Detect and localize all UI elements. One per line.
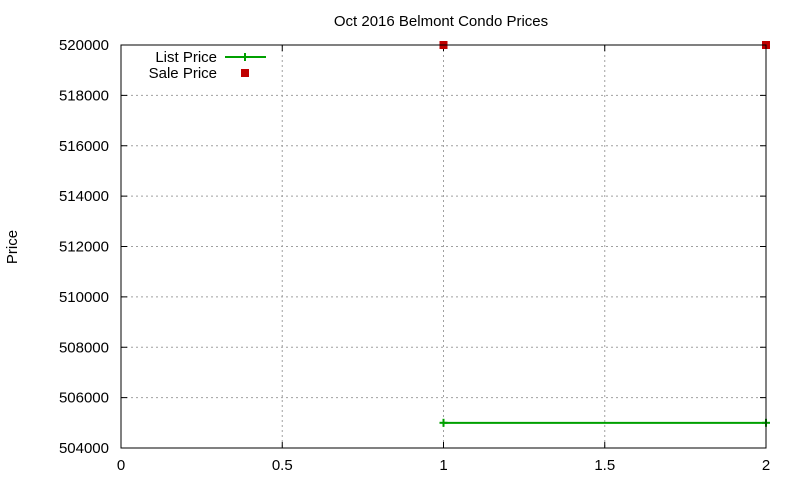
legend-swatch-marker (241, 53, 249, 61)
x-tick-label: 0 (117, 457, 125, 474)
x-tick-label: 0.5 (272, 457, 293, 474)
y-tick-label: 518000 (59, 87, 109, 104)
y-tick-label: 510000 (59, 289, 109, 306)
list-price-point (439, 418, 448, 427)
y-tick-label: 514000 (59, 188, 109, 205)
y-tick-label: 508000 (59, 339, 109, 356)
y-tick-label: 516000 (59, 138, 109, 155)
x-tick-label: 1.5 (594, 457, 615, 474)
chart-title: Oct 2016 Belmont Condo Prices (334, 13, 548, 30)
y-tick-label: 504000 (59, 440, 109, 457)
legend-swatch-marker (241, 69, 249, 77)
tick-layer: 504000 506000 508000 510000 512000 514000 5160… (59, 37, 770, 474)
y-tick-label: 506000 (59, 390, 109, 407)
plot-frame (120, 44, 767, 449)
legend-label: Sale Price (149, 65, 217, 82)
x-tick-label: 1 (439, 457, 447, 474)
series-layer (439, 41, 770, 427)
legend-label: List Price (155, 49, 217, 66)
y-tick-label: 520000 (59, 37, 109, 54)
grid-layer (121, 45, 766, 448)
x-tick-label: 2 (762, 457, 770, 474)
y-axis-label: Price (4, 230, 21, 264)
y-tick-label: 512000 (59, 239, 109, 256)
